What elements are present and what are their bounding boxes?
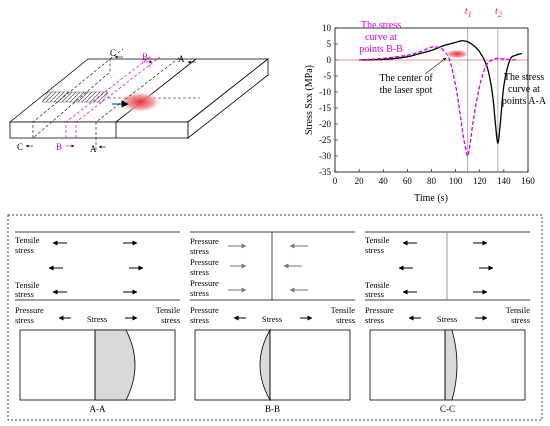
y-tick-label: 0 bbox=[327, 55, 332, 65]
pressure-label: stress bbox=[190, 288, 209, 298]
section-a-label-bottom: A bbox=[90, 144, 97, 154]
annotation-aa: The stress curve at points A-A bbox=[502, 72, 547, 107]
plate-side-face bbox=[187, 58, 269, 139]
tensile-label: stress bbox=[15, 245, 34, 255]
marker-label-1: t1 bbox=[465, 5, 472, 19]
marker-label-2: t2 bbox=[495, 5, 502, 19]
pressure-stress-label: Pressure bbox=[15, 305, 44, 315]
series-line-bb bbox=[359, 46, 516, 157]
section-a-label-top: A bbox=[178, 54, 185, 64]
y-tick-label: 5 bbox=[327, 39, 332, 49]
pressure-stress-label: stress bbox=[15, 315, 34, 325]
tensile-label: stress bbox=[365, 245, 384, 255]
pressure-label: Pressure bbox=[190, 278, 219, 288]
panels-frame bbox=[7, 214, 543, 421]
series-lines bbox=[359, 40, 523, 157]
tensile-label: stress bbox=[365, 289, 384, 299]
y-tick-label: -35 bbox=[319, 167, 331, 177]
y-tick-label: -10 bbox=[319, 87, 331, 97]
annotation-laser-center: The center of the laser spot bbox=[379, 49, 470, 96]
y-tick-label: 10 bbox=[322, 23, 332, 33]
stress-axis-label: Stress bbox=[87, 314, 107, 324]
pressure-label: stress bbox=[190, 246, 209, 256]
tensile-stress-label: stress bbox=[161, 315, 180, 325]
pressure-stress-label: stress bbox=[365, 315, 384, 325]
panel-c-c: TensilestressTensilestressPressurestress… bbox=[365, 231, 531, 414]
y-tick-label: -20 bbox=[319, 119, 331, 129]
stress-distribution bbox=[444, 329, 458, 401]
svg-text:curve at: curve at bbox=[365, 32, 397, 43]
tensile-label: Tensile bbox=[365, 280, 390, 290]
panel-title: C-C bbox=[440, 404, 455, 414]
x-tick-label: 120 bbox=[473, 176, 487, 186]
stress-chart: 0 20 40 60 80 100 120 140 160 10 5 0 -5 -10 -15 -20 -25 -… bbox=[304, 5, 547, 204]
x-tick-label: 80 bbox=[427, 176, 437, 186]
distribution-box bbox=[194, 329, 351, 401]
pressure-label: Pressure bbox=[190, 236, 219, 246]
x-tick-label: 20 bbox=[355, 176, 365, 186]
y-tick-label: -15 bbox=[319, 103, 331, 113]
stress-distribution bbox=[94, 329, 136, 401]
panel-a-a: TensilestressTensilestressPressurestress… bbox=[15, 231, 181, 414]
tensile-stress-label: Tensile bbox=[156, 305, 181, 315]
tensile-label: Tensile bbox=[15, 280, 40, 290]
y-tick-label: -30 bbox=[319, 151, 331, 161]
section-c: C C bbox=[17, 48, 124, 152]
pressure-stress-label: stress bbox=[190, 315, 209, 325]
plate-front-face bbox=[9, 121, 189, 139]
x-tick-label: 100 bbox=[449, 176, 463, 186]
panel-title: A-A bbox=[90, 404, 106, 414]
y-tick-label: -5 bbox=[324, 71, 332, 81]
svg-text:The center of: The center of bbox=[379, 73, 433, 84]
plot-frame bbox=[334, 27, 529, 173]
pressure-label: stress bbox=[190, 267, 209, 277]
tensile-stress-label: stress bbox=[336, 315, 355, 325]
pressure-stress-label: Pressure bbox=[365, 305, 394, 315]
section-a: A A bbox=[90, 54, 196, 154]
y-axis-label: Stress Sxx (MPa) bbox=[304, 65, 315, 135]
svg-text:curve at: curve at bbox=[508, 84, 540, 95]
stress-axis-label: Stress bbox=[437, 314, 457, 324]
pressure-stress-label: Pressure bbox=[190, 305, 219, 315]
tensile-label: Tensile bbox=[15, 235, 40, 245]
section-b-label-top: B bbox=[142, 52, 148, 62]
panel-title: B-B bbox=[265, 404, 280, 414]
svg-text:The stress: The stress bbox=[361, 20, 401, 31]
x-tick-label: 160 bbox=[521, 176, 535, 186]
panel-b-b: PressurestressPressurestressPressurestre… bbox=[190, 231, 356, 414]
tensile-label: Tensile bbox=[365, 235, 390, 245]
annotation-bb: The stress curve at points B-B bbox=[359, 20, 403, 55]
tensile-stress-label: Tensile bbox=[331, 305, 356, 315]
laser-spot bbox=[118, 91, 162, 113]
stress-panels: TensilestressTensilestressPressurestress… bbox=[15, 231, 531, 414]
svg-text:points B-B: points B-B bbox=[359, 44, 403, 55]
tensile-stress-label: stress bbox=[511, 315, 530, 325]
svg-text:the laser spot: the laser spot bbox=[380, 85, 433, 96]
x-tick-label: 60 bbox=[403, 176, 413, 186]
stress-axis-label: Stress bbox=[262, 314, 282, 324]
x-axis-label: Time (s) bbox=[414, 193, 448, 204]
svg-text:points A-A: points A-A bbox=[502, 96, 547, 107]
plate-diagram: C C B B A A bbox=[8, 48, 270, 154]
weld-bead bbox=[41, 91, 109, 103]
x-tick-label: 40 bbox=[379, 176, 389, 186]
y-tick-label: -25 bbox=[319, 135, 331, 145]
section-c-label-bottom: C bbox=[17, 142, 23, 152]
pressure-label: Pressure bbox=[190, 257, 219, 267]
section-b-label-bottom: B bbox=[56, 142, 62, 152]
svg-text:The stress: The stress bbox=[504, 72, 544, 83]
section-c-label-top: C bbox=[110, 48, 116, 58]
section-b: B B bbox=[56, 52, 161, 152]
tensile-stress-label: Tensile bbox=[506, 305, 531, 315]
axis-ticks: 0 20 40 60 80 100 120 140 160 10 5 0 -5 -10 -15 -20 -25 -… bbox=[319, 23, 535, 186]
x-tick-label: 140 bbox=[497, 176, 511, 186]
x-tick-label: 0 bbox=[333, 176, 338, 186]
series-line-aa bbox=[359, 40, 523, 144]
tensile-label: stress bbox=[15, 289, 34, 299]
